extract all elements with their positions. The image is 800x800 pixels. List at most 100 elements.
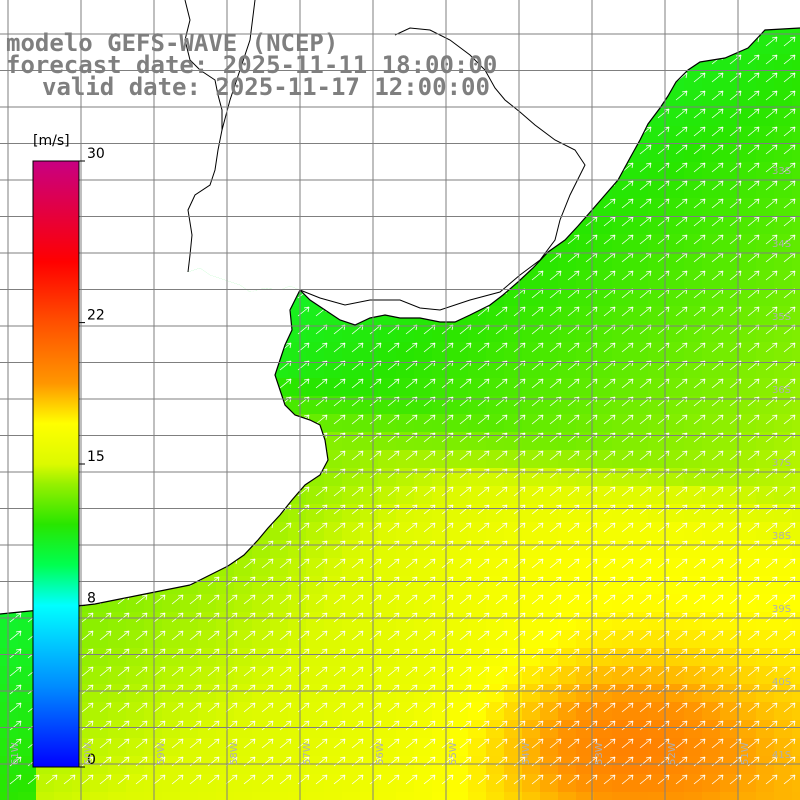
speed-cell — [450, 594, 469, 613]
speed-cell — [504, 360, 523, 379]
wind-arrow — [153, 648, 166, 659]
wind-arrow — [621, 720, 634, 731]
speed-cell — [180, 630, 199, 649]
speed-cell — [648, 414, 667, 433]
speed-cell — [792, 126, 800, 145]
wind-arrow — [603, 558, 616, 569]
speed-cell — [414, 432, 433, 451]
wind-arrow — [765, 234, 778, 245]
wind-arrow — [711, 342, 724, 353]
speed-cell — [450, 774, 469, 793]
speed-cell — [756, 612, 775, 631]
longitude-label: 57W — [302, 742, 313, 765]
speed-cell — [702, 216, 721, 235]
wind-arrow — [477, 774, 490, 785]
wind-arrow — [9, 720, 22, 731]
wind-arrow — [621, 738, 634, 749]
speed-cell — [522, 306, 541, 325]
wind-arrow — [783, 108, 796, 119]
speed-cell — [234, 630, 253, 649]
wind-arrow — [207, 720, 220, 731]
speed-cell — [756, 720, 775, 739]
colorbar-unit: [m/s] — [33, 133, 70, 149]
wind-arrow — [405, 486, 418, 497]
speed-cell — [792, 180, 800, 199]
wind-arrow — [495, 666, 508, 677]
wind-arrow — [477, 684, 490, 695]
speed-cell — [576, 234, 595, 253]
speed-cell — [18, 702, 37, 721]
wind-arrow — [333, 504, 346, 515]
speed-cell — [288, 324, 307, 343]
speed-cell — [360, 450, 379, 469]
speed-cell — [666, 126, 685, 145]
longitude-label: 55W — [448, 742, 459, 765]
wind-arrow — [693, 648, 706, 659]
speed-cell — [558, 684, 577, 703]
wind-arrow — [765, 108, 778, 119]
speed-cell — [666, 396, 685, 415]
wind-arrow — [495, 306, 508, 317]
speed-cell — [702, 396, 721, 415]
speed-cell — [648, 162, 667, 181]
speed-cell — [486, 342, 505, 361]
speed-cell — [648, 522, 667, 541]
wind-arrow — [765, 720, 778, 731]
speed-cell — [288, 792, 307, 800]
wind-arrow — [675, 270, 688, 281]
wind-arrow — [333, 522, 346, 533]
speed-cell — [144, 684, 163, 703]
speed-cell — [270, 648, 289, 667]
wind-arrow — [567, 684, 580, 695]
speed-cell — [540, 630, 559, 649]
speed-cell — [792, 90, 800, 109]
speed-cell — [324, 756, 343, 775]
speed-cell — [756, 72, 775, 91]
wind-arrow — [621, 180, 634, 191]
speed-cell — [612, 324, 631, 343]
wind-arrow — [279, 774, 292, 785]
speed-cell — [738, 342, 757, 361]
speed-cell — [378, 702, 397, 721]
wind-arrow — [369, 522, 382, 533]
speed-cell — [594, 342, 613, 361]
speed-cell — [378, 342, 397, 361]
speed-cell — [630, 198, 649, 217]
speed-cell — [738, 594, 757, 613]
speed-cell — [666, 594, 685, 613]
speed-cell — [288, 684, 307, 703]
speed-cell — [612, 450, 631, 469]
speed-cell — [756, 432, 775, 451]
speed-cell — [504, 792, 523, 800]
speed-cell — [720, 612, 739, 631]
wind-arrow — [171, 594, 184, 605]
speed-cell — [396, 666, 415, 685]
speed-cell — [702, 630, 721, 649]
speed-cell — [630, 342, 649, 361]
speed-cell — [342, 432, 361, 451]
wind-arrow — [711, 774, 724, 785]
wind-arrow — [747, 234, 760, 245]
speed-cell — [684, 72, 703, 91]
wind-arrow — [405, 702, 418, 713]
wind-arrow — [531, 522, 544, 533]
wind-arrow — [747, 738, 760, 749]
speed-cell — [702, 360, 721, 379]
speed-cell — [522, 558, 541, 577]
wind-arrow — [99, 720, 112, 731]
wind-arrow — [153, 666, 166, 677]
speed-cell — [594, 720, 613, 739]
wind-arrow — [783, 180, 796, 191]
speed-cell — [594, 234, 613, 253]
speed-cell — [756, 396, 775, 415]
speed-cell — [612, 414, 631, 433]
wind-arrow — [405, 684, 418, 695]
wind-arrow — [315, 378, 328, 389]
speed-cell — [450, 396, 469, 415]
speed-cell — [360, 702, 379, 721]
speed-cell — [612, 738, 631, 757]
speed-cell — [630, 306, 649, 325]
speed-cell — [630, 792, 649, 800]
speed-cell — [594, 756, 613, 775]
wind-arrow — [711, 720, 724, 731]
